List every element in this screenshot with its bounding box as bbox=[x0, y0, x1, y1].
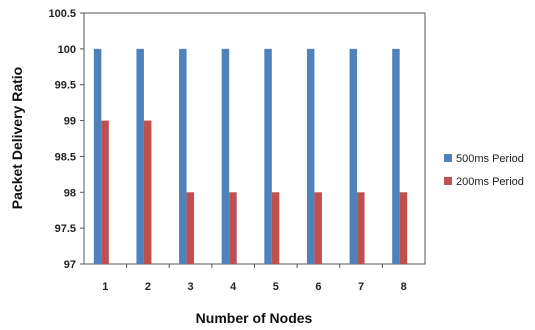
bar-200ms-node-2 bbox=[143, 120, 152, 264]
bar-200ms-node-1 bbox=[101, 120, 109, 264]
x-tick-label: 7 bbox=[358, 281, 364, 293]
x-tick-label: 3 bbox=[188, 281, 194, 293]
bar-500ms-node-8 bbox=[392, 48, 400, 264]
bar-200ms-node-8 bbox=[399, 192, 408, 264]
x-tick-label: 4 bbox=[230, 281, 237, 293]
bar-500ms-node-4 bbox=[221, 48, 230, 264]
bar-500ms-node-7 bbox=[349, 48, 358, 264]
y-tick-label: 97.5 bbox=[55, 223, 76, 235]
bar-500ms-node-6 bbox=[306, 48, 315, 264]
x-tick-label: 1 bbox=[102, 281, 108, 293]
y-tick-label: 97 bbox=[64, 259, 76, 271]
y-axis-ticks: 97 97.5 98 98.5 99 99.5 100 100.5 bbox=[48, 8, 84, 271]
legend: 500ms Period 200ms Period bbox=[444, 153, 524, 188]
y-tick-label: 98.5 bbox=[55, 151, 76, 163]
plot-area bbox=[83, 12, 426, 265]
y-tick-label: 99.5 bbox=[55, 80, 76, 92]
bars bbox=[93, 48, 408, 264]
bar-500ms-node-5 bbox=[264, 48, 272, 264]
bar-200ms-node-3 bbox=[186, 192, 195, 264]
bar-200ms-node-6 bbox=[314, 192, 322, 264]
y-tick-label: 99 bbox=[64, 116, 76, 128]
y-tick-label: 98 bbox=[64, 187, 76, 199]
bar-500ms-node-3 bbox=[179, 48, 187, 264]
legend-label-500ms: 500ms Period bbox=[456, 153, 524, 165]
x-tick-label: 6 bbox=[315, 281, 321, 293]
y-tick-label: 100 bbox=[58, 44, 76, 56]
y-tick-label: 100.5 bbox=[48, 8, 76, 20]
bar-200ms-node-5 bbox=[271, 192, 280, 264]
bar-200ms-node-7 bbox=[357, 192, 365, 264]
legend-swatch-500ms bbox=[444, 154, 452, 162]
x-axis-ticks: 1 2 3 4 5 6 7 8 bbox=[102, 264, 407, 293]
x-tick-label: 2 bbox=[145, 281, 151, 293]
x-axis-title: Number of Nodes bbox=[196, 310, 313, 326]
y-axis-title: Packet Delivery Ratio bbox=[9, 67, 25, 209]
legend-swatch-200ms bbox=[444, 177, 452, 185]
bar-200ms-node-4 bbox=[229, 192, 237, 264]
x-tick-label: 5 bbox=[273, 281, 279, 293]
x-tick-label: 8 bbox=[401, 281, 407, 293]
legend-label-200ms: 200ms Period bbox=[456, 176, 524, 188]
bar-500ms-node-1 bbox=[93, 48, 102, 264]
bar-500ms-node-2 bbox=[136, 48, 144, 264]
